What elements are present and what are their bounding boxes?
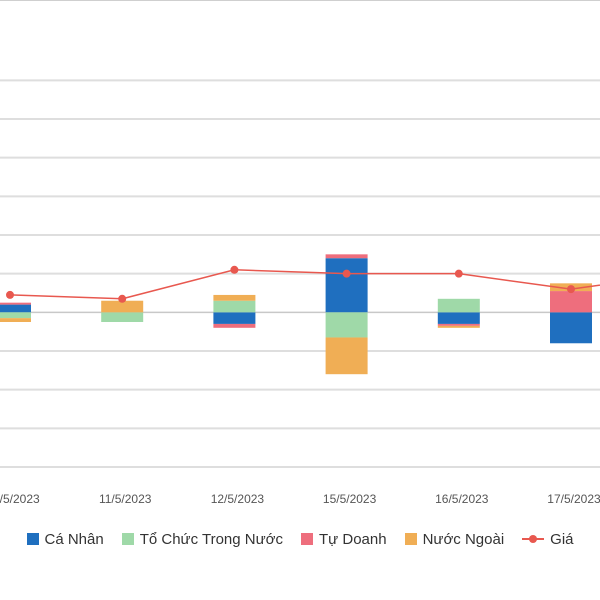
bar-segment-2-5	[550, 291, 592, 313]
bar-segment-1-2	[213, 300, 256, 313]
price-line	[6, 265, 600, 303]
legend-item-gia[interactable]: Giá	[522, 530, 574, 548]
legend-swatch-gia	[522, 533, 545, 545]
bar-segment-2-2	[213, 323, 256, 328]
price-point-4	[454, 269, 463, 278]
bar-segment-3-2	[213, 294, 256, 301]
bar-segment-3-0	[0, 318, 31, 322]
legend-label-nuoc-ngoai: Nước Ngoài	[422, 530, 505, 548]
bar-segment-1-1	[101, 312, 144, 322]
bar-segment-0-5	[550, 312, 592, 344]
bar-segment-2-4	[437, 323, 480, 326]
grid-lines	[0, 79, 600, 468]
legend: Cá Nhân Tổ Chức Trong Nước Tự Doanh Nước…	[0, 525, 600, 553]
x-tick-label-5: 17/5/2023	[547, 492, 600, 506]
legend-label-ca-nhan: Cá Nhân	[44, 530, 104, 548]
bar-segment-3-1	[101, 300, 144, 313]
legend-item-tu-doanh[interactable]: Tự Doanh	[301, 531, 387, 548]
legend-swatch-to-chuc-trong-nuoc	[121, 533, 134, 545]
bar-segment-0-3	[325, 258, 368, 313]
bar-stacks	[0, 254, 592, 375]
bar-segment-1-0	[0, 312, 31, 319]
legend-item-nuoc-ngoai[interactable]: Nước Ngoài	[404, 530, 505, 548]
x-tick-label-0: 10/5/2023	[0, 492, 40, 506]
price-point-0	[6, 290, 14, 299]
legend-label-gia: Giá	[550, 530, 574, 548]
x-tick-label-4: 16/5/2023	[435, 492, 489, 506]
legend-swatch-nuoc-ngoai	[404, 533, 417, 545]
legend-item-ca-nhan[interactable]: Cá Nhân	[26, 530, 104, 548]
price-point-3	[342, 269, 351, 278]
legend-label-to-chuc-trong-nuoc: Tổ Chức Trong Nước	[139, 530, 283, 548]
chart-plot: 10/5/2023 11/5/2023 12/5/2023 15/5/2023 16/5…	[0, 79, 600, 506]
bar-segment-0-0	[0, 304, 31, 313]
bar-segment-2-0	[0, 302, 31, 305]
bar-segment-1-4	[437, 298, 480, 313]
price-point-2	[230, 265, 239, 274]
legend-swatch-tu-doanh	[301, 533, 313, 545]
legend-label-tu-doanh: Tự Doanh	[319, 530, 387, 548]
bar-segment-0-4	[437, 312, 480, 324]
bar-segment-3-4	[437, 325, 480, 328]
x-tick-label-3: 15/5/2023	[323, 492, 377, 506]
legend-item-to-chuc-trong-nuoc[interactable]: Tổ Chức Trong Nước	[121, 530, 283, 548]
bar-segment-3-3	[325, 337, 368, 375]
price-point-1	[118, 294, 127, 303]
x-tick-labels: 10/5/2023 11/5/2023 12/5/2023 15/5/2023 16/5…	[0, 492, 600, 506]
bar-segment-1-3	[325, 312, 368, 338]
x-tick-label-2: 12/5/2023	[211, 492, 265, 506]
x-tick-label-1: 11/5/2023	[99, 492, 152, 506]
price-point-5	[567, 285, 575, 294]
bar-segment-2-3	[325, 254, 368, 259]
bar-segment-0-2	[213, 312, 256, 324]
legend-swatch-ca-nhan	[26, 533, 39, 545]
